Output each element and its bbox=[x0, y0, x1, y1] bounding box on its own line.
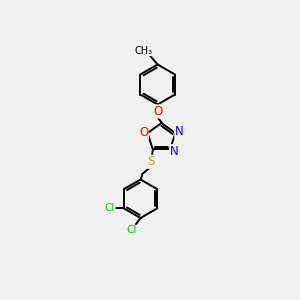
Text: N: N bbox=[175, 125, 184, 138]
Text: Cl: Cl bbox=[126, 225, 136, 235]
Text: Cl: Cl bbox=[105, 203, 115, 213]
Text: S: S bbox=[148, 155, 155, 168]
Text: N: N bbox=[169, 145, 178, 158]
Text: CH₃: CH₃ bbox=[135, 46, 153, 56]
Text: O: O bbox=[153, 105, 162, 118]
Text: O: O bbox=[139, 126, 148, 139]
